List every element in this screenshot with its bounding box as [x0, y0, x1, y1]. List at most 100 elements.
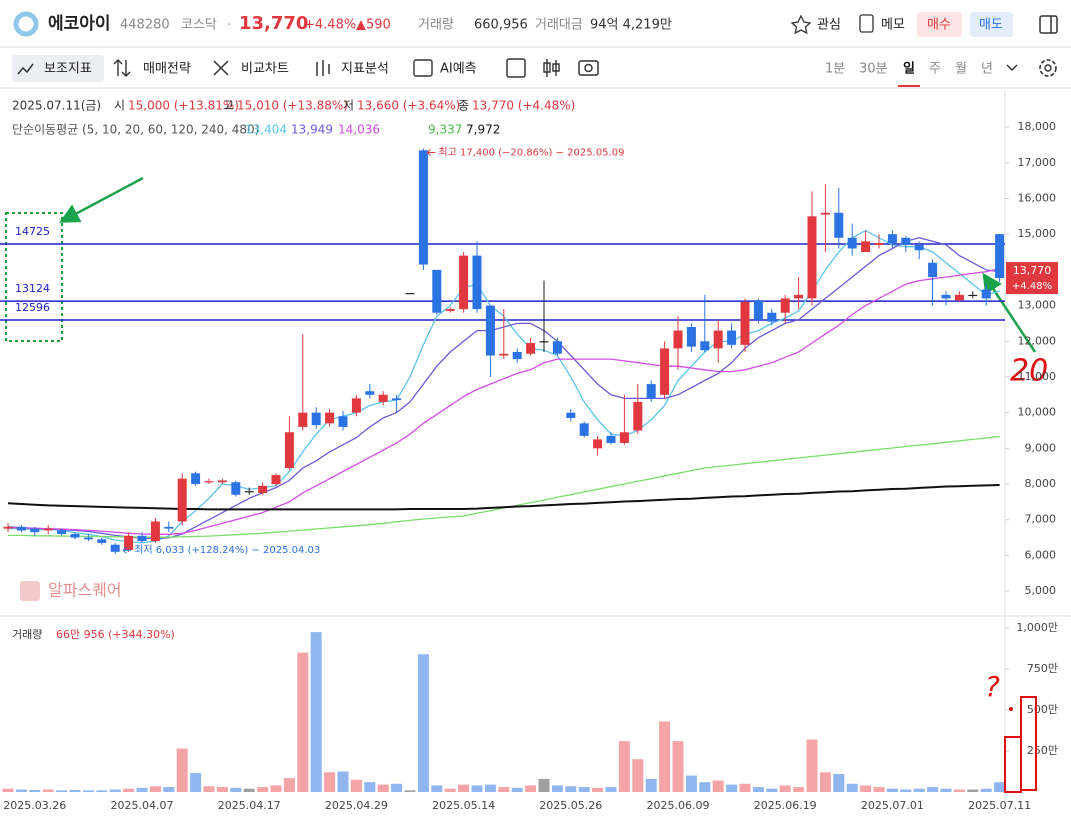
candle-body — [392, 398, 402, 401]
candle-body — [271, 475, 281, 485]
watermark: 알파스퀘어 — [48, 581, 122, 600]
candle-body — [3, 526, 13, 529]
volume-bar — [699, 782, 711, 792]
tool-button[interactable]: 매매전략 — [143, 62, 191, 77]
x-tick-label: 2025.04.29 — [325, 799, 388, 812]
volume-bar — [283, 778, 295, 792]
candle-body — [83, 537, 93, 540]
volume-bar — [819, 772, 831, 792]
candle-body — [874, 243, 884, 245]
volume-bar — [2, 788, 14, 792]
sell-button[interactable]: 매도 — [979, 18, 1003, 33]
watch-button[interactable]: 관심 — [817, 18, 841, 33]
buy-button[interactable]: 매수 — [927, 18, 951, 33]
chevron[interactable] — [1006, 64, 1018, 72]
volume-bar — [444, 788, 456, 792]
ma-title: 단순이동평균 (5, 10, 20, 60, 120, 240, 480) — [12, 123, 259, 137]
amount: 94억 4,219만 — [590, 18, 672, 33]
candle-body — [794, 294, 804, 299]
volume-bar — [632, 759, 644, 792]
candle-body — [177, 478, 187, 522]
y-tick-label: 250만 — [1027, 744, 1058, 757]
x-tick-label: 2025.05.14 — [432, 799, 495, 812]
tool-active-bg — [12, 55, 104, 82]
period-button[interactable]: 년 — [981, 62, 993, 77]
y-tick-label: 16,000 — [1018, 191, 1057, 204]
min-note: 최저 6,033 (+128.24%) − 2025.04.03 — [134, 544, 320, 556]
logo — [13, 11, 39, 37]
y-tick-label: 7,000 — [1025, 513, 1057, 526]
tool-button[interactable]: 지표분석 — [341, 62, 389, 77]
volume-bar — [551, 785, 563, 792]
volume-bar — [927, 787, 939, 792]
period-button[interactable]: 주 — [929, 62, 941, 77]
volume-bar — [431, 785, 443, 792]
volume-bar — [953, 789, 965, 792]
camera-lens — [584, 63, 593, 73]
candle-body — [526, 343, 536, 354]
volume-bar — [618, 741, 630, 792]
change-pct: +4.48% — [304, 18, 356, 33]
handwritten-note: 20 — [1010, 354, 1048, 389]
settings-icon[interactable] — [1039, 59, 1057, 77]
star-icon[interactable] — [790, 14, 812, 35]
volume-bar — [324, 772, 336, 792]
tool-button[interactable]: AI예측 — [440, 62, 477, 77]
volume-bar — [913, 788, 925, 792]
volume-bar — [404, 790, 416, 792]
y-tick-label: 10,000 — [1018, 406, 1057, 419]
draw-icon[interactable] — [506, 58, 526, 78]
volume-info: 66만 956 (+344.30%) — [56, 628, 175, 641]
volume-bar — [578, 787, 590, 792]
period-button[interactable]: 일 — [903, 62, 915, 77]
volume-bar — [149, 786, 161, 792]
candle-body — [928, 262, 938, 278]
volume-bar — [29, 790, 41, 792]
candle-body — [499, 353, 509, 356]
tool-button[interactable]: 비교차트 — [241, 62, 289, 77]
buy-button-bg[interactable] — [917, 12, 962, 37]
period-button[interactable]: 30분 — [859, 62, 888, 77]
volume-bar — [350, 779, 362, 792]
y-tick-label: 500만 — [1027, 703, 1058, 716]
camera-icon[interactable] — [578, 60, 599, 76]
volume-bar — [766, 788, 778, 792]
panel-icon[interactable] — [1039, 15, 1058, 34]
x-tick-label: 2025.06.09 — [647, 799, 710, 812]
candle-body — [861, 241, 871, 253]
period-button[interactable]: 월 — [955, 62, 967, 77]
volume-bar — [779, 785, 791, 792]
price-tag-bg — [1006, 262, 1058, 295]
volume-bar — [498, 787, 510, 792]
volume-bar — [592, 787, 604, 792]
info-value: 13,770 (+4.48%) — [472, 99, 575, 113]
volume-bar — [752, 787, 764, 792]
y-tick-label: 15,000 — [1018, 227, 1057, 240]
candle-body — [887, 234, 897, 244]
period-button[interactable]: 1분 — [825, 62, 845, 77]
header: 에코아이 448280 코스닥 · 13,770 +4.48% ▲590 거래량… — [0, 11, 1071, 48]
candle-body — [767, 312, 777, 322]
volume-bar — [15, 789, 27, 792]
tool-icon — [213, 60, 229, 76]
candle-body — [740, 301, 750, 345]
candle-icon[interactable] — [543, 59, 560, 77]
tool-button[interactable]: 보조지표 — [44, 62, 92, 77]
memo-button[interactable]: 메모 — [881, 18, 905, 33]
candle-body — [995, 234, 1005, 279]
stock-name: 에코아이 — [48, 14, 111, 34]
candle-body — [512, 351, 522, 360]
volume-bar — [297, 652, 309, 792]
price-tag-change: +4.48% — [1012, 281, 1052, 292]
ma-legend-value: 14,036 — [338, 123, 380, 137]
volume-bar — [900, 789, 912, 792]
volume-bar — [230, 787, 242, 792]
ma-legend-value: 13,404 — [245, 123, 287, 137]
handwritten-dot — [1009, 707, 1013, 711]
max-arrow — [426, 149, 436, 156]
candle-body — [124, 535, 134, 551]
memo-icon[interactable] — [859, 14, 874, 33]
candle-body — [485, 305, 495, 356]
sell-button-bg[interactable] — [970, 12, 1013, 37]
candle-body — [673, 330, 683, 349]
